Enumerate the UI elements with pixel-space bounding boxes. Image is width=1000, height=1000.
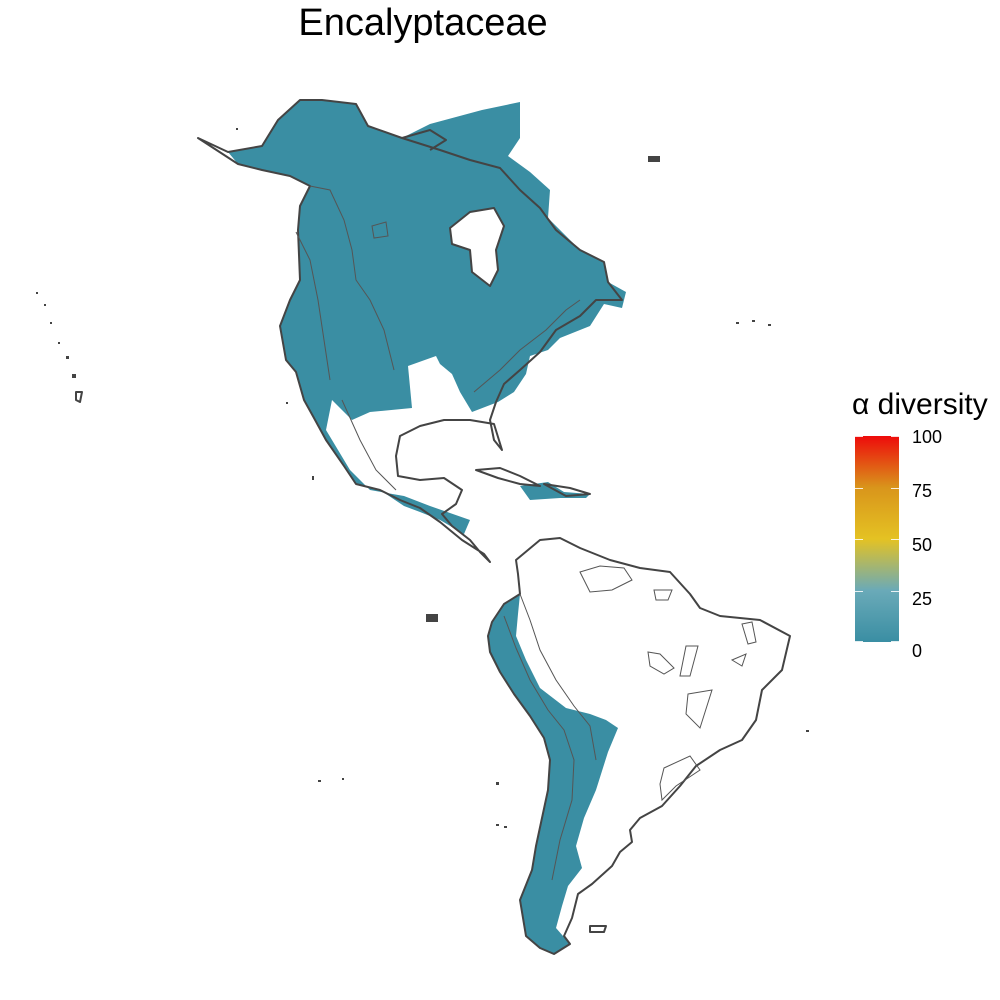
boundary-tepui: [653, 589, 673, 601]
legend-tick-label: 75: [912, 481, 933, 501]
legend-tick-mark: [855, 641, 863, 642]
island-dots: [36, 128, 809, 828]
boundary-coast-range: [295, 231, 331, 381]
fill-north-america: [228, 100, 626, 534]
coast-greenland-tip: [401, 129, 447, 151]
legend-tick-label: 100: [912, 427, 943, 447]
boundary-araucaria: [741, 621, 757, 645]
coast-hispaniola: [543, 483, 591, 497]
map-title: Encalyptaceae: [298, 2, 548, 44]
boundary-cerrado-1: [679, 645, 699, 677]
fill-andes: [488, 594, 618, 954]
coast-falklands: [589, 925, 607, 933]
legend-tick-label: 25: [912, 589, 933, 609]
boundary-serra: [659, 755, 701, 802]
coast-south-america: [487, 537, 791, 955]
boundary-guiana: [579, 565, 633, 593]
legend-tick-mark: [891, 487, 899, 489]
boundary-pantanal: [647, 651, 675, 675]
coast-hawaii: [75, 391, 83, 403]
legend-tick-mark: [855, 590, 863, 592]
legend-tick-mark: [891, 436, 899, 437]
coast-north-america: [197, 99, 623, 563]
boundary-cerrado-2: [685, 689, 713, 729]
legend-tick-mark: [855, 487, 863, 489]
coast-cuba: [475, 467, 541, 487]
legend-tick-mark: [891, 641, 899, 642]
boundary-appalachian: [473, 299, 581, 393]
legend-tick-mark: [891, 539, 899, 540]
legend-tick-label: 50: [912, 535, 933, 555]
boundary-sierra: [341, 399, 397, 491]
boundary-atlantic: [730, 653, 747, 667]
legend: α diversity 100 75 50 25 0: [852, 388, 1000, 668]
boundary-rockies: [309, 185, 395, 371]
legend-tick-mark: [855, 436, 863, 437]
boundary-andes-west: [503, 615, 575, 881]
legend-tick-label: 0: [912, 641, 923, 661]
legend-tick-mark: [855, 539, 863, 540]
map-canvas: [36, 99, 809, 955]
boundary-andes-east: [519, 593, 597, 761]
coastline-layer: [75, 99, 791, 955]
boundary-lake: [371, 221, 389, 239]
legend-tick-mark: [891, 590, 899, 592]
fill-hudson-hole: [450, 208, 504, 286]
region-boundaries: [295, 185, 757, 881]
legend-title: α diversity: [852, 388, 988, 421]
diversity-fill-layer: [228, 100, 626, 954]
coast-hudson-bay: [449, 207, 505, 287]
